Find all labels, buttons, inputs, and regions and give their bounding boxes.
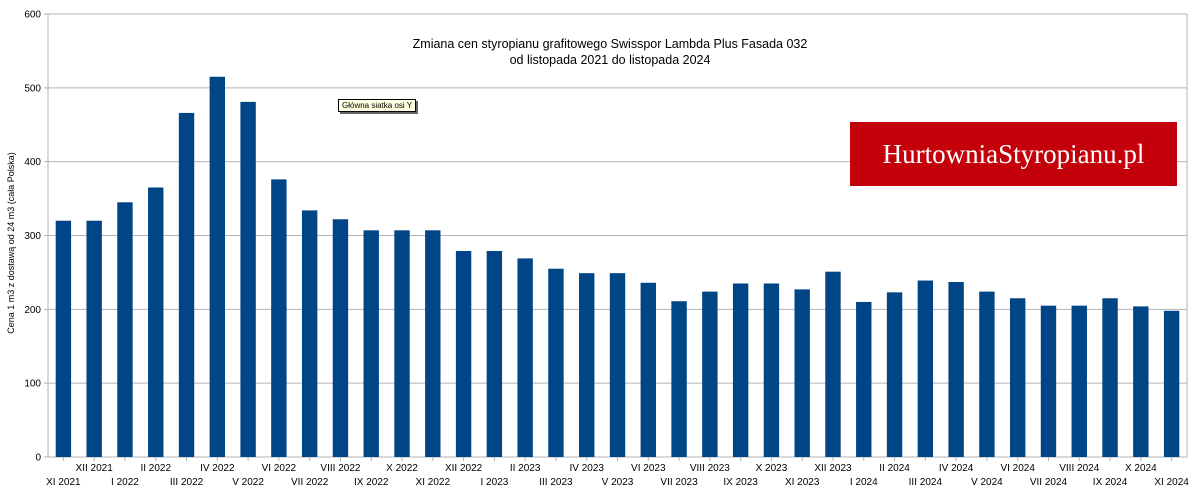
x-tick-label: IX 2024: [1093, 477, 1128, 488]
chart-title-line-1: Zmiana cen styropianu grafitowego Swissp…: [413, 37, 808, 51]
bar: [1071, 305, 1087, 457]
y-tick-label: 200: [24, 305, 41, 316]
x-tick-label: II 2023: [510, 463, 541, 474]
bar: [794, 289, 810, 457]
bar: [548, 268, 564, 457]
bar: [609, 273, 626, 457]
x-tick-label: II 2024: [879, 463, 910, 474]
bar: [763, 283, 780, 457]
x-tick-label: X 2023: [756, 463, 788, 474]
x-tick-label: XII 2022: [445, 463, 483, 474]
bar: [1040, 305, 1057, 457]
x-tick-label: VIII 2024: [1059, 463, 1099, 474]
chart-title-line-2: od listopada 2021 do listopada 2024: [510, 53, 711, 67]
bar: [825, 271, 841, 457]
x-tick-label: I 2022: [111, 477, 139, 488]
bar: [332, 219, 349, 457]
brand-banner: HurtowniaStyropianu.pl: [850, 122, 1177, 186]
y-axis-label: Cena 1 m3 z dostawą od 24 m3 (cała Polsk…: [6, 152, 16, 334]
bar: [240, 101, 256, 457]
bars: [55, 76, 1180, 458]
bar: [671, 301, 687, 457]
bar: [148, 187, 164, 457]
x-tick-label: II 2022: [140, 463, 171, 474]
x-tick-label: VIII 2022: [320, 463, 360, 474]
x-tick-label: IV 2023: [569, 463, 604, 474]
x-tick-label: VI 2022: [262, 463, 297, 474]
bar: [948, 282, 964, 457]
bar: [1102, 298, 1118, 457]
bar: [301, 210, 318, 457]
x-tick-label: VII 2023: [660, 477, 698, 488]
x-tick-label: V 2024: [971, 477, 1003, 488]
x-tick-label: III 2024: [909, 477, 943, 488]
bar: [394, 230, 410, 457]
x-tick-label: XI 2022: [416, 477, 451, 488]
bar: [702, 291, 718, 457]
bar: [55, 220, 72, 457]
x-tick-label: III 2023: [539, 477, 573, 488]
bar: [886, 292, 903, 457]
x-tick-label: IV 2022: [200, 463, 235, 474]
x-tick-label: VIII 2023: [690, 463, 730, 474]
bar: [209, 76, 226, 457]
bar: [363, 230, 379, 457]
x-tick-label: VII 2022: [291, 477, 329, 488]
y-tick-labels: 0 100 200 300 400 500 600: [24, 10, 41, 464]
y-tick-label: 400: [24, 157, 41, 168]
bar: [856, 301, 872, 457]
x-tick-label: I 2023: [480, 477, 508, 488]
bar: [1009, 298, 1026, 457]
x-tick-label: VII 2024: [1030, 477, 1068, 488]
bar: [517, 258, 533, 457]
x-tick-label: VI 2024: [1000, 463, 1035, 474]
bar: [486, 251, 503, 457]
bar: [455, 251, 472, 457]
x-tick-label: XII 2023: [814, 463, 852, 474]
bar: [1163, 310, 1180, 457]
bar: [979, 291, 995, 457]
bar: [425, 230, 441, 457]
x-tick-label: III 2022: [170, 477, 204, 488]
gridline-tooltip: Główna siatka osi Y: [338, 99, 417, 112]
x-tick-label: IX 2023: [723, 477, 758, 488]
x-tick-label: VI 2023: [631, 463, 666, 474]
x-tick-label: XI 2024: [1154, 477, 1189, 488]
y-tick-label: 0: [35, 453, 41, 464]
y-tick-label: 100: [24, 379, 41, 390]
bar: [86, 220, 102, 457]
bar: [271, 179, 287, 458]
x-tick-label: V 2023: [602, 477, 634, 488]
bar: [178, 112, 195, 457]
bar: [117, 202, 133, 457]
bar: [579, 273, 595, 457]
x-tick-label: IX 2022: [354, 477, 389, 488]
bar: [732, 283, 749, 457]
y-tick-label: 500: [24, 83, 41, 94]
x-tick-label: X 2022: [386, 463, 418, 474]
x-tick-label: I 2024: [850, 477, 878, 488]
bar: [1133, 306, 1149, 457]
bar: [640, 282, 656, 457]
y-tick-label: 600: [24, 10, 41, 21]
x-tick-label: XI 2023: [785, 477, 820, 488]
y-tick-label: 300: [24, 231, 41, 242]
x-tick-label: XI 2021: [46, 477, 81, 488]
bar: [917, 280, 934, 457]
x-tick-label: XII 2021: [76, 463, 114, 474]
x-tick-label: IV 2024: [939, 463, 974, 474]
x-tick-label: X 2024: [1125, 463, 1157, 474]
x-tick-label: V 2022: [232, 477, 264, 488]
